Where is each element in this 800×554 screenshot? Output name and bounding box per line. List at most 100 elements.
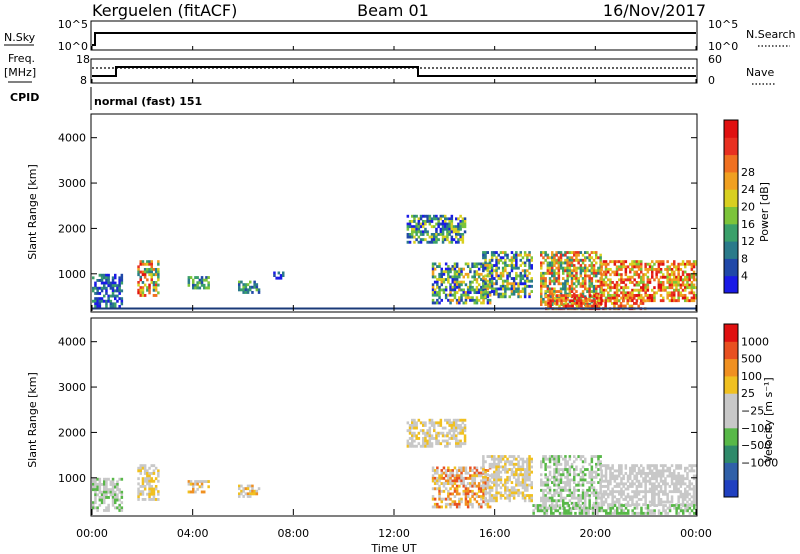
data-cell: [692, 265, 696, 269]
data-cell: [497, 465, 500, 469]
data-cell: [600, 472, 603, 475]
velocity-panel-frame: [90, 317, 698, 517]
data-cell: [528, 483, 531, 487]
data-cell: [510, 264, 514, 267]
data-cell: [573, 277, 576, 280]
data-cell: [189, 276, 193, 279]
data-cell: [679, 278, 683, 282]
data-cell: [484, 266, 487, 270]
data-cell: [559, 251, 563, 254]
data-cell: [523, 470, 527, 474]
data-cell: [137, 490, 140, 494]
data-cell: [579, 264, 583, 267]
data-cell: [613, 260, 617, 264]
data-cell: [595, 475, 598, 479]
data-cell: [433, 471, 437, 475]
data-cell: [457, 238, 460, 242]
data-cell: [437, 439, 440, 443]
data-cell: [528, 460, 531, 464]
data-cell: [120, 279, 124, 282]
data-cell: [615, 302, 618, 305]
data-cell: [438, 474, 441, 478]
colorbar-tick-label: 8: [741, 252, 748, 265]
data-cell: [459, 227, 462, 231]
data-cell: [564, 462, 567, 466]
data-cell: [109, 493, 113, 497]
data-cell: [107, 281, 110, 285]
data-cell: [613, 262, 617, 266]
data-cell: [499, 295, 503, 299]
data-cell: [631, 281, 634, 284]
data-cell: [451, 265, 454, 268]
data-cell: [431, 265, 435, 268]
data-cell: [553, 277, 556, 280]
data-cell: [471, 275, 474, 279]
data-cell: [464, 466, 468, 470]
data-cell: [679, 294, 683, 297]
data-cell: [668, 466, 672, 470]
data-cell: [111, 276, 115, 280]
data-cell: [651, 485, 654, 488]
data-cell: [150, 270, 153, 274]
data-cell: [459, 214, 462, 218]
data-cell: [590, 282, 594, 286]
data-cell: [581, 501, 585, 505]
data-cell: [415, 238, 418, 242]
data-cell: [693, 506, 696, 510]
data-cell: [577, 499, 580, 503]
data-cell: [528, 499, 531, 503]
data-cell: [431, 293, 435, 297]
data-cell: [143, 283, 147, 287]
data-cell: [668, 472, 672, 475]
data-cell: [631, 469, 634, 473]
data-cell: [662, 464, 665, 468]
data-cell: [568, 499, 572, 503]
colorbar-tick-label: 16: [741, 218, 755, 231]
y-tick-label: 2000: [58, 222, 86, 235]
data-cell: [564, 465, 567, 469]
data-cell: [194, 482, 197, 486]
data-cell: [207, 281, 210, 285]
data-cell: [584, 258, 587, 262]
data-cell: [607, 278, 610, 282]
data-cell: [411, 444, 414, 448]
data-cell: [591, 506, 595, 510]
data-cell: [103, 496, 106, 499]
data-cell: [523, 274, 527, 278]
data-cell: [490, 475, 494, 479]
data-cell: [444, 296, 448, 300]
data-cell: [105, 299, 108, 303]
data-cell: [523, 287, 527, 291]
data-cell: [453, 270, 457, 274]
data-cell: [584, 304, 588, 308]
data-cell: [439, 424, 443, 427]
data-cell: [540, 496, 543, 500]
data-cell: [510, 486, 514, 490]
data-cell: [417, 442, 421, 446]
data-cell: [517, 455, 520, 458]
data-cell: [499, 455, 503, 458]
data-cell: [506, 274, 509, 278]
data-cell: [684, 270, 687, 274]
data-cell: [480, 489, 483, 493]
data-cell: [592, 488, 596, 492]
data-cell: [553, 264, 556, 267]
data-cell: [111, 289, 115, 293]
data-cell: [590, 491, 594, 495]
data-cell: [446, 238, 449, 242]
data-cell: [555, 499, 558, 503]
data-cell: [613, 477, 617, 481]
data-cell: [475, 500, 479, 504]
data-cell: [653, 500, 656, 504]
data-cell: [659, 268, 663, 271]
data-cell: [615, 299, 619, 303]
data-cell: [424, 222, 427, 226]
data-cell: [590, 460, 594, 464]
data-cell: [542, 274, 545, 278]
data-cell: [523, 460, 527, 464]
data-cell: [635, 299, 639, 303]
data-cell: [137, 477, 140, 481]
data-cell: [590, 478, 594, 482]
data-cell: [460, 497, 463, 501]
data-cell: [426, 434, 429, 438]
